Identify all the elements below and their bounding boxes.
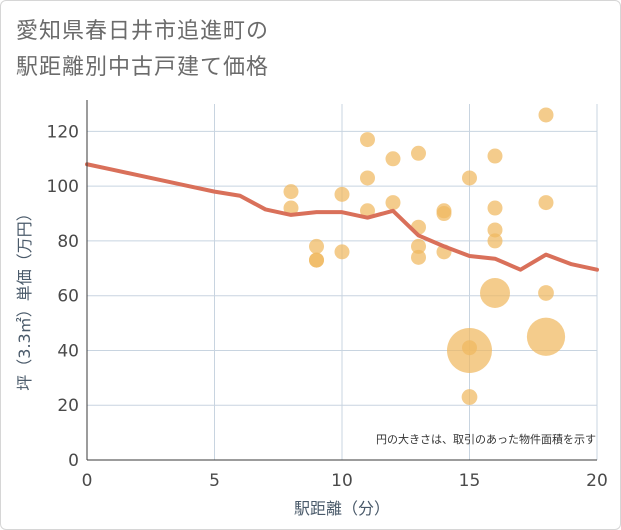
data-bubble <box>487 200 503 216</box>
x-tick-label: 10 <box>331 471 353 491</box>
tick-labels: 0 20 40 60 80 100 120 0 5 10 15 20 <box>47 122 608 491</box>
data-bubble <box>480 277 510 308</box>
y-axis-title: 坪（3.3㎡）単価（万円） <box>15 205 34 390</box>
y-tick-label: 60 <box>57 287 79 307</box>
y-tick-label: 0 <box>68 451 79 471</box>
chart-title-line-1: 愛知県春日井市追進町の <box>16 19 270 44</box>
y-tick-label: 20 <box>57 396 79 416</box>
chart-title-line-2: 駅距離別中古戸建て価格 <box>16 55 270 80</box>
bubble-layer <box>283 107 566 405</box>
data-bubble <box>411 249 426 265</box>
data-bubble <box>487 222 503 238</box>
data-bubble <box>462 340 477 356</box>
x-axis-title: 駅距離（分） <box>294 499 390 518</box>
trend-line-layer <box>85 162 599 272</box>
gridlines <box>87 104 598 460</box>
y-tick-label: 40 <box>57 341 79 361</box>
trend-line <box>85 162 599 272</box>
data-bubble <box>309 238 324 254</box>
size-note: 円の大きさは、取引のあった物件面積を示す <box>376 432 596 446</box>
data-bubble <box>385 195 401 211</box>
data-bubble <box>487 148 503 164</box>
data-bubble <box>360 170 375 186</box>
data-bubble <box>526 317 566 356</box>
data-bubble <box>538 107 554 123</box>
x-tick-label: 0 <box>82 471 93 491</box>
data-bubble <box>283 184 299 200</box>
data-bubble <box>309 252 324 268</box>
y-tick-label: 100 <box>47 177 79 197</box>
data-bubble <box>487 233 503 249</box>
data-bubble <box>538 285 554 301</box>
data-bubble <box>411 145 426 161</box>
axes <box>86 100 597 461</box>
data-bubble <box>283 200 299 216</box>
data-bubble <box>411 238 426 254</box>
x-tick-label: 15 <box>459 471 481 491</box>
data-bubble <box>462 170 477 186</box>
y-tick-label: 80 <box>57 232 79 252</box>
data-bubble <box>538 195 554 211</box>
data-bubble <box>436 206 452 222</box>
x-tick-label: 20 <box>586 471 608 491</box>
data-bubble <box>334 186 350 202</box>
chart-title: 愛知県春日井市追進町の 駅距離別中古戸建て価格 <box>16 14 269 86</box>
data-bubble <box>334 244 350 260</box>
data-bubble <box>360 203 375 219</box>
data-bubble <box>360 132 375 148</box>
y-tick-label: 120 <box>47 122 79 142</box>
x-tick-label: 5 <box>209 471 220 491</box>
data-bubble <box>461 389 478 405</box>
data-bubble <box>385 151 401 167</box>
